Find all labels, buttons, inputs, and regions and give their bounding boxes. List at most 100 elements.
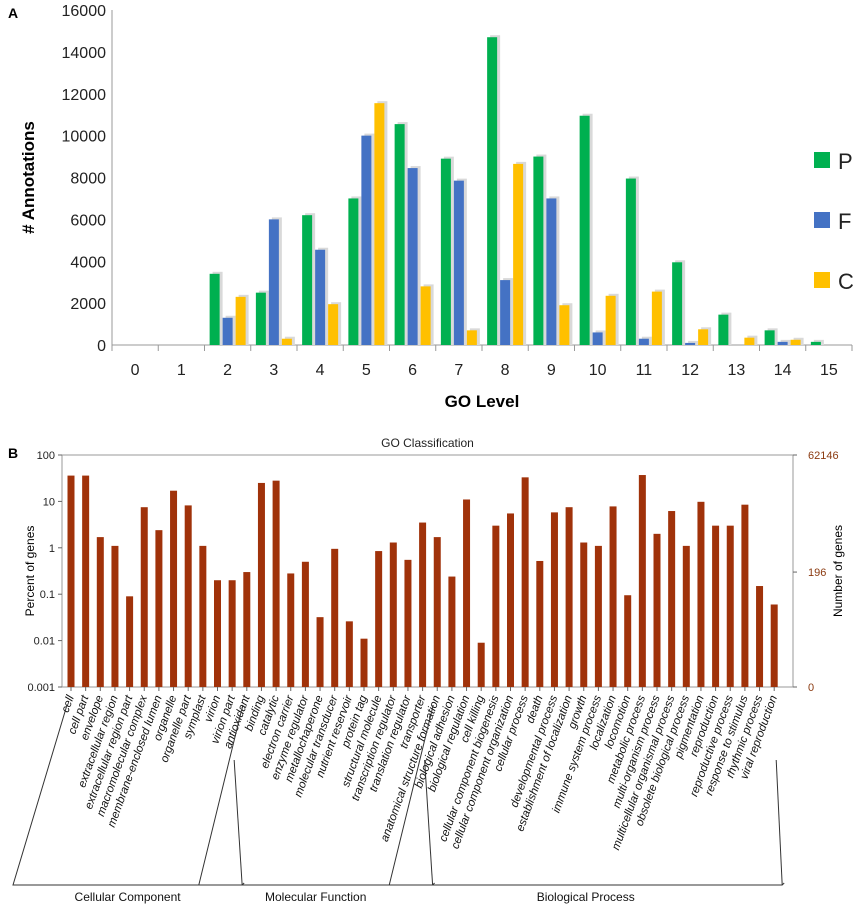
bar-f-level-5 [361,135,372,345]
bar-p-level-2 [209,273,220,345]
y-axis-title: # Annotations [19,121,38,234]
right-tick-label: 62146 [808,450,839,462]
x-tick-label: cell [60,694,77,715]
bar-c-level-8 [513,163,524,345]
x-tick-label: 12 [681,362,699,379]
go-level-chart-panel: A 0 2000 4000 6000 8000 10000 12000 14000 16000 0 1… [0,0,856,430]
bar-death [536,560,544,687]
right-tick-label: 0 [808,682,814,694]
y-axis-title-left: Percent of genes [23,526,37,617]
bar-enzyme-regulator [301,561,309,687]
bar-obsolete-biological-process [682,545,690,687]
bar-viral-reproduction [770,604,778,687]
bar-f-level-6 [407,168,418,345]
group-bracket-molecular-function-right [424,759,434,886]
y-tick-label: 100 [37,450,55,462]
group-bracket-biological-process-right [775,759,783,886]
group-label-molecular-function: Molecular Function [265,890,366,904]
bar-f-level-10 [592,332,603,345]
x-axis-title: GO Level [445,392,520,411]
y-tick-label: 12000 [62,87,107,104]
bar-p-level-8 [487,37,498,345]
bar-anatomical-structure-formation [433,537,441,687]
bar-extracellular-region-part [126,596,134,687]
x-tick-label: 5 [362,362,371,379]
y-tick-label: 16000 [62,3,107,20]
bar-structural-molecule [375,551,383,687]
bar-cellular-component-biogenesis [492,525,500,687]
bar-catalytic [272,480,280,687]
bar-immune-system-process [594,545,602,687]
bar-p-level-12 [672,262,683,345]
right-tick-label: 196 [808,567,826,579]
bar-macromolecular-complex [140,507,148,687]
bar-cellular-process [521,477,529,687]
y-tick-label: 1 [49,543,55,555]
bar-developmental-process [550,512,558,687]
bar-extracellular-region [111,545,119,687]
plot-frame [61,454,794,688]
bar-rhythmic-process [756,586,764,687]
bar-transporter [419,522,427,687]
y-tick-label: 0.1 [40,589,55,601]
y-tick-label: 0 [97,338,106,355]
x-tick-label: 8 [501,362,510,379]
bar-c-level-9 [559,305,570,345]
bar-p-level-15 [810,341,821,345]
bar-p-level-13 [718,314,729,345]
bar-antioxidant [243,572,251,687]
x-tick-label: 10 [589,362,607,379]
x-tick-label: 3 [269,362,278,379]
group-label-biological-process: Biological Process [537,890,635,904]
bar-growth [580,542,588,687]
x-tick-label: 2 [223,362,232,379]
bar-f-level-12 [685,342,696,345]
bar-nutrient-reservoir [345,621,353,687]
y-tick-label: 14000 [62,45,107,62]
group-bracket-molecular-function [198,704,435,886]
bar-response-to-stimulus [741,504,749,687]
bar-localization [609,506,617,687]
go-classification-chart-panel: B GO Classification 100 10 1 0.1 0.01 0.001 6214… [0,430,856,910]
x-tick-label: 14 [774,362,792,379]
y-axis-title-right: Number of genes [831,525,845,617]
group-label-cellular-component: Cellular Component [75,890,182,904]
bar-p-level-10 [579,115,590,345]
bar-reproduction [712,525,720,687]
bar-p-level-4 [302,215,313,345]
group-bracket-biological-process [388,704,785,886]
bar-symplast [199,545,207,687]
x-tick-label: 0 [131,362,140,379]
bar-p-level-6 [394,124,405,345]
legend-swatch-f [814,212,830,228]
bar-envelope [96,537,104,687]
y-tick-label: 0.001 [27,682,55,694]
chart-title: GO Classification [381,436,474,450]
bar-organelle [170,490,178,687]
bar-f-level-11 [638,338,649,345]
bar-electron-carrier [287,573,295,687]
bar-molecular-transducer [331,548,339,687]
bar-organelle-part [184,505,192,687]
x-tick-label: 11 [636,362,653,379]
bar-multi-organism-process [653,533,661,687]
panel-label-a: A [8,5,18,21]
bar-p-level-5 [348,198,359,345]
x-tick-label: 7 [454,362,463,379]
bar-f-level-2 [222,317,233,345]
y-tick-label: 4000 [70,254,106,271]
legend-swatch-c [814,272,830,288]
go-classification-chart: B GO Classification 100 10 1 0.1 0.01 0.001 6214… [8,436,845,904]
bar-c-level-3 [281,338,292,345]
bar-metabolic-process [638,475,646,687]
y-tick-label: 0.01 [34,636,55,648]
bar-pigmentation [697,501,705,687]
bar-c-level-6 [420,286,431,345]
x-tick-label: 9 [547,362,556,379]
x-tick-label: 1 [177,362,186,379]
bar-p-level-14 [764,330,775,345]
legend-label-p: P [838,149,853,174]
bar-p-level-3 [255,292,266,345]
bar-p-level-7 [440,158,451,345]
bar-c-level-7 [466,330,477,345]
